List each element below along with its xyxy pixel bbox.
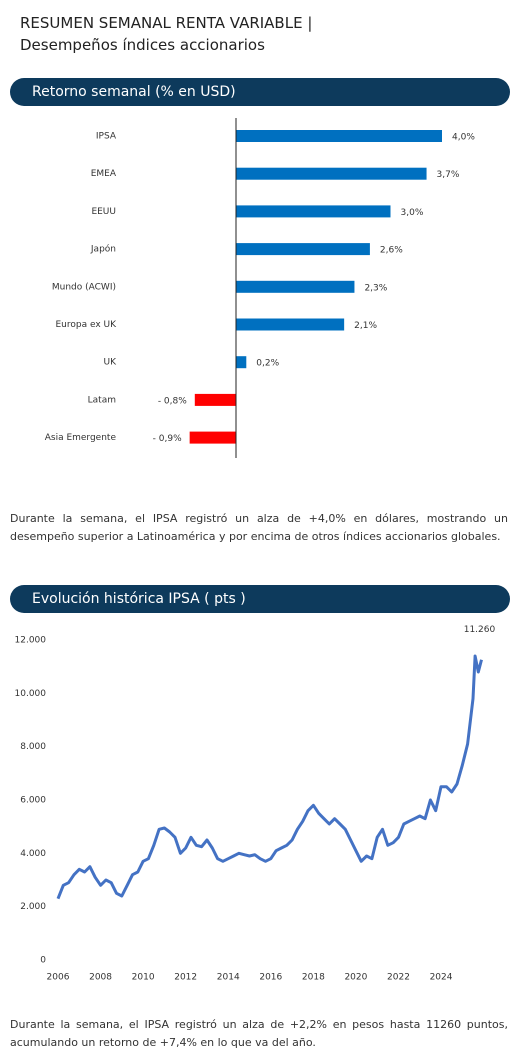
annotation: 11.260 — [464, 625, 496, 635]
bar — [194, 393, 236, 406]
y-tick-label: 2.000 — [20, 902, 46, 912]
y-tick-label: 4.000 — [20, 849, 46, 859]
value-label: - 0,9% — [153, 434, 182, 444]
y-tick-label: 0 — [40, 956, 46, 966]
x-tick-label: 2006 — [47, 973, 70, 983]
category-label: IPSA — [96, 132, 117, 142]
y-tick-label: 12.000 — [15, 636, 47, 646]
x-tick-label: 2020 — [344, 973, 367, 983]
category-label: EEUU — [91, 207, 116, 217]
y-tick-label: 8.000 — [20, 742, 46, 752]
bar — [236, 205, 391, 218]
x-tick-label: 2016 — [259, 973, 282, 983]
x-tick-label: 2022 — [387, 973, 410, 983]
value-label: - 0,8% — [158, 396, 187, 406]
value-label: 2,1% — [354, 321, 377, 331]
value-label: 4,0% — [452, 133, 475, 143]
x-tick-label: 2018 — [302, 973, 325, 983]
line-chart: 0 2.000 4.000 6.000 8.000 10.000 12.000 2006 200… — [15, 625, 496, 983]
paragraph: Durante la semana, el IPSA registró un a… — [10, 512, 508, 543]
bar — [189, 431, 236, 444]
bar — [236, 243, 370, 256]
category-label: Japón — [90, 244, 116, 255]
value-label: 2,6% — [380, 246, 403, 256]
section-bar: Evolución histórica IPSA ( pts ) — [10, 585, 510, 613]
value-label: 2,3% — [364, 283, 387, 293]
paragraph: Durante la semana, el IPSA registró un a… — [10, 1018, 508, 1049]
value-label: 3,7% — [437, 170, 460, 180]
x-tick-label: 2024 — [430, 973, 453, 983]
category-label: Latam — [88, 395, 116, 405]
bar — [236, 318, 345, 331]
bar — [236, 130, 442, 142]
x-tick-label: 2014 — [217, 973, 240, 983]
x-tick-label: 2008 — [89, 973, 112, 983]
bar — [236, 167, 427, 180]
x-tick-label: 2012 — [174, 973, 197, 983]
value-label: 3,0% — [401, 208, 424, 218]
bar — [236, 356, 247, 369]
category-label: Mundo (ACWI) — [52, 282, 116, 292]
bar — [236, 280, 355, 293]
section-bar: Retorno semanal (% en USD) — [10, 78, 510, 106]
y-tick-label: 6.000 — [20, 796, 46, 806]
bar-chart: IPSA 4,0% EMEA 3,7% EEUU 3,0% Japón 2,6% Mundo (… — [45, 118, 475, 458]
title: RESUMEN SEMANAL RENTA VARIABLE | — [20, 14, 313, 32]
category-label: Asia Emergente — [45, 433, 117, 443]
line — [56, 654, 483, 900]
value-label: 0,2% — [256, 359, 279, 369]
subtitle: Desempeños índices accionarios — [20, 36, 265, 54]
category-label: UK — [104, 358, 118, 368]
x-tick-label: 2010 — [132, 973, 155, 983]
y-tick-label: 10.000 — [15, 689, 47, 699]
category-label: EMEA — [91, 169, 117, 179]
category-label: Europa ex UK — [55, 320, 117, 330]
